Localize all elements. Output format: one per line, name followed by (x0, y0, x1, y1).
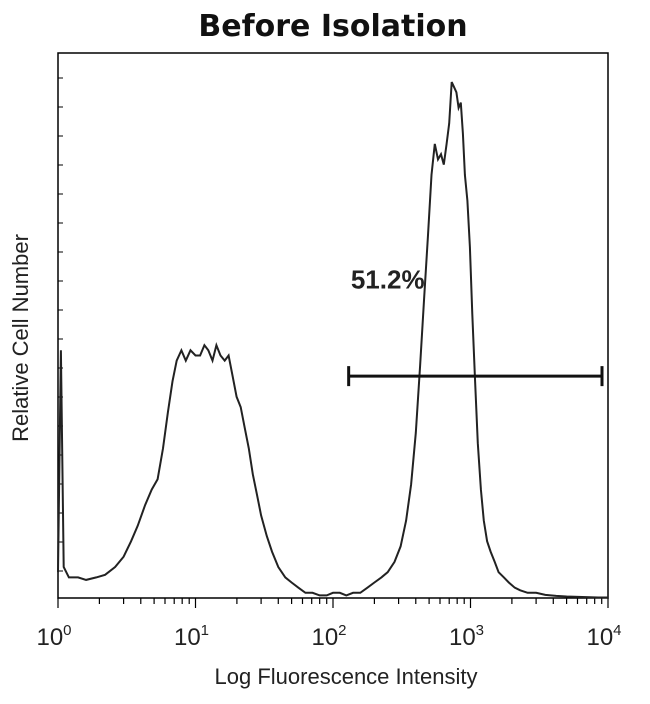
x-axis-label: Log Fluorescence Intensity (215, 664, 478, 689)
x-tick-label: 104 (586, 622, 621, 651)
x-tick-label: 101 (174, 622, 209, 651)
chart-title: Before Isolation (198, 9, 467, 44)
gate-percent-label: 51.2% (351, 264, 425, 294)
x-tick-label: 102 (311, 622, 346, 651)
histogram-line (57, 81, 608, 599)
gate-bar (347, 366, 604, 387)
x-tick-label: 103 (449, 622, 484, 651)
x-tick-label: 100 (36, 622, 71, 651)
x-ticks: 100 101 102 103 104 (36, 598, 622, 651)
y-axis-label: Relative Cell Number (8, 234, 33, 442)
